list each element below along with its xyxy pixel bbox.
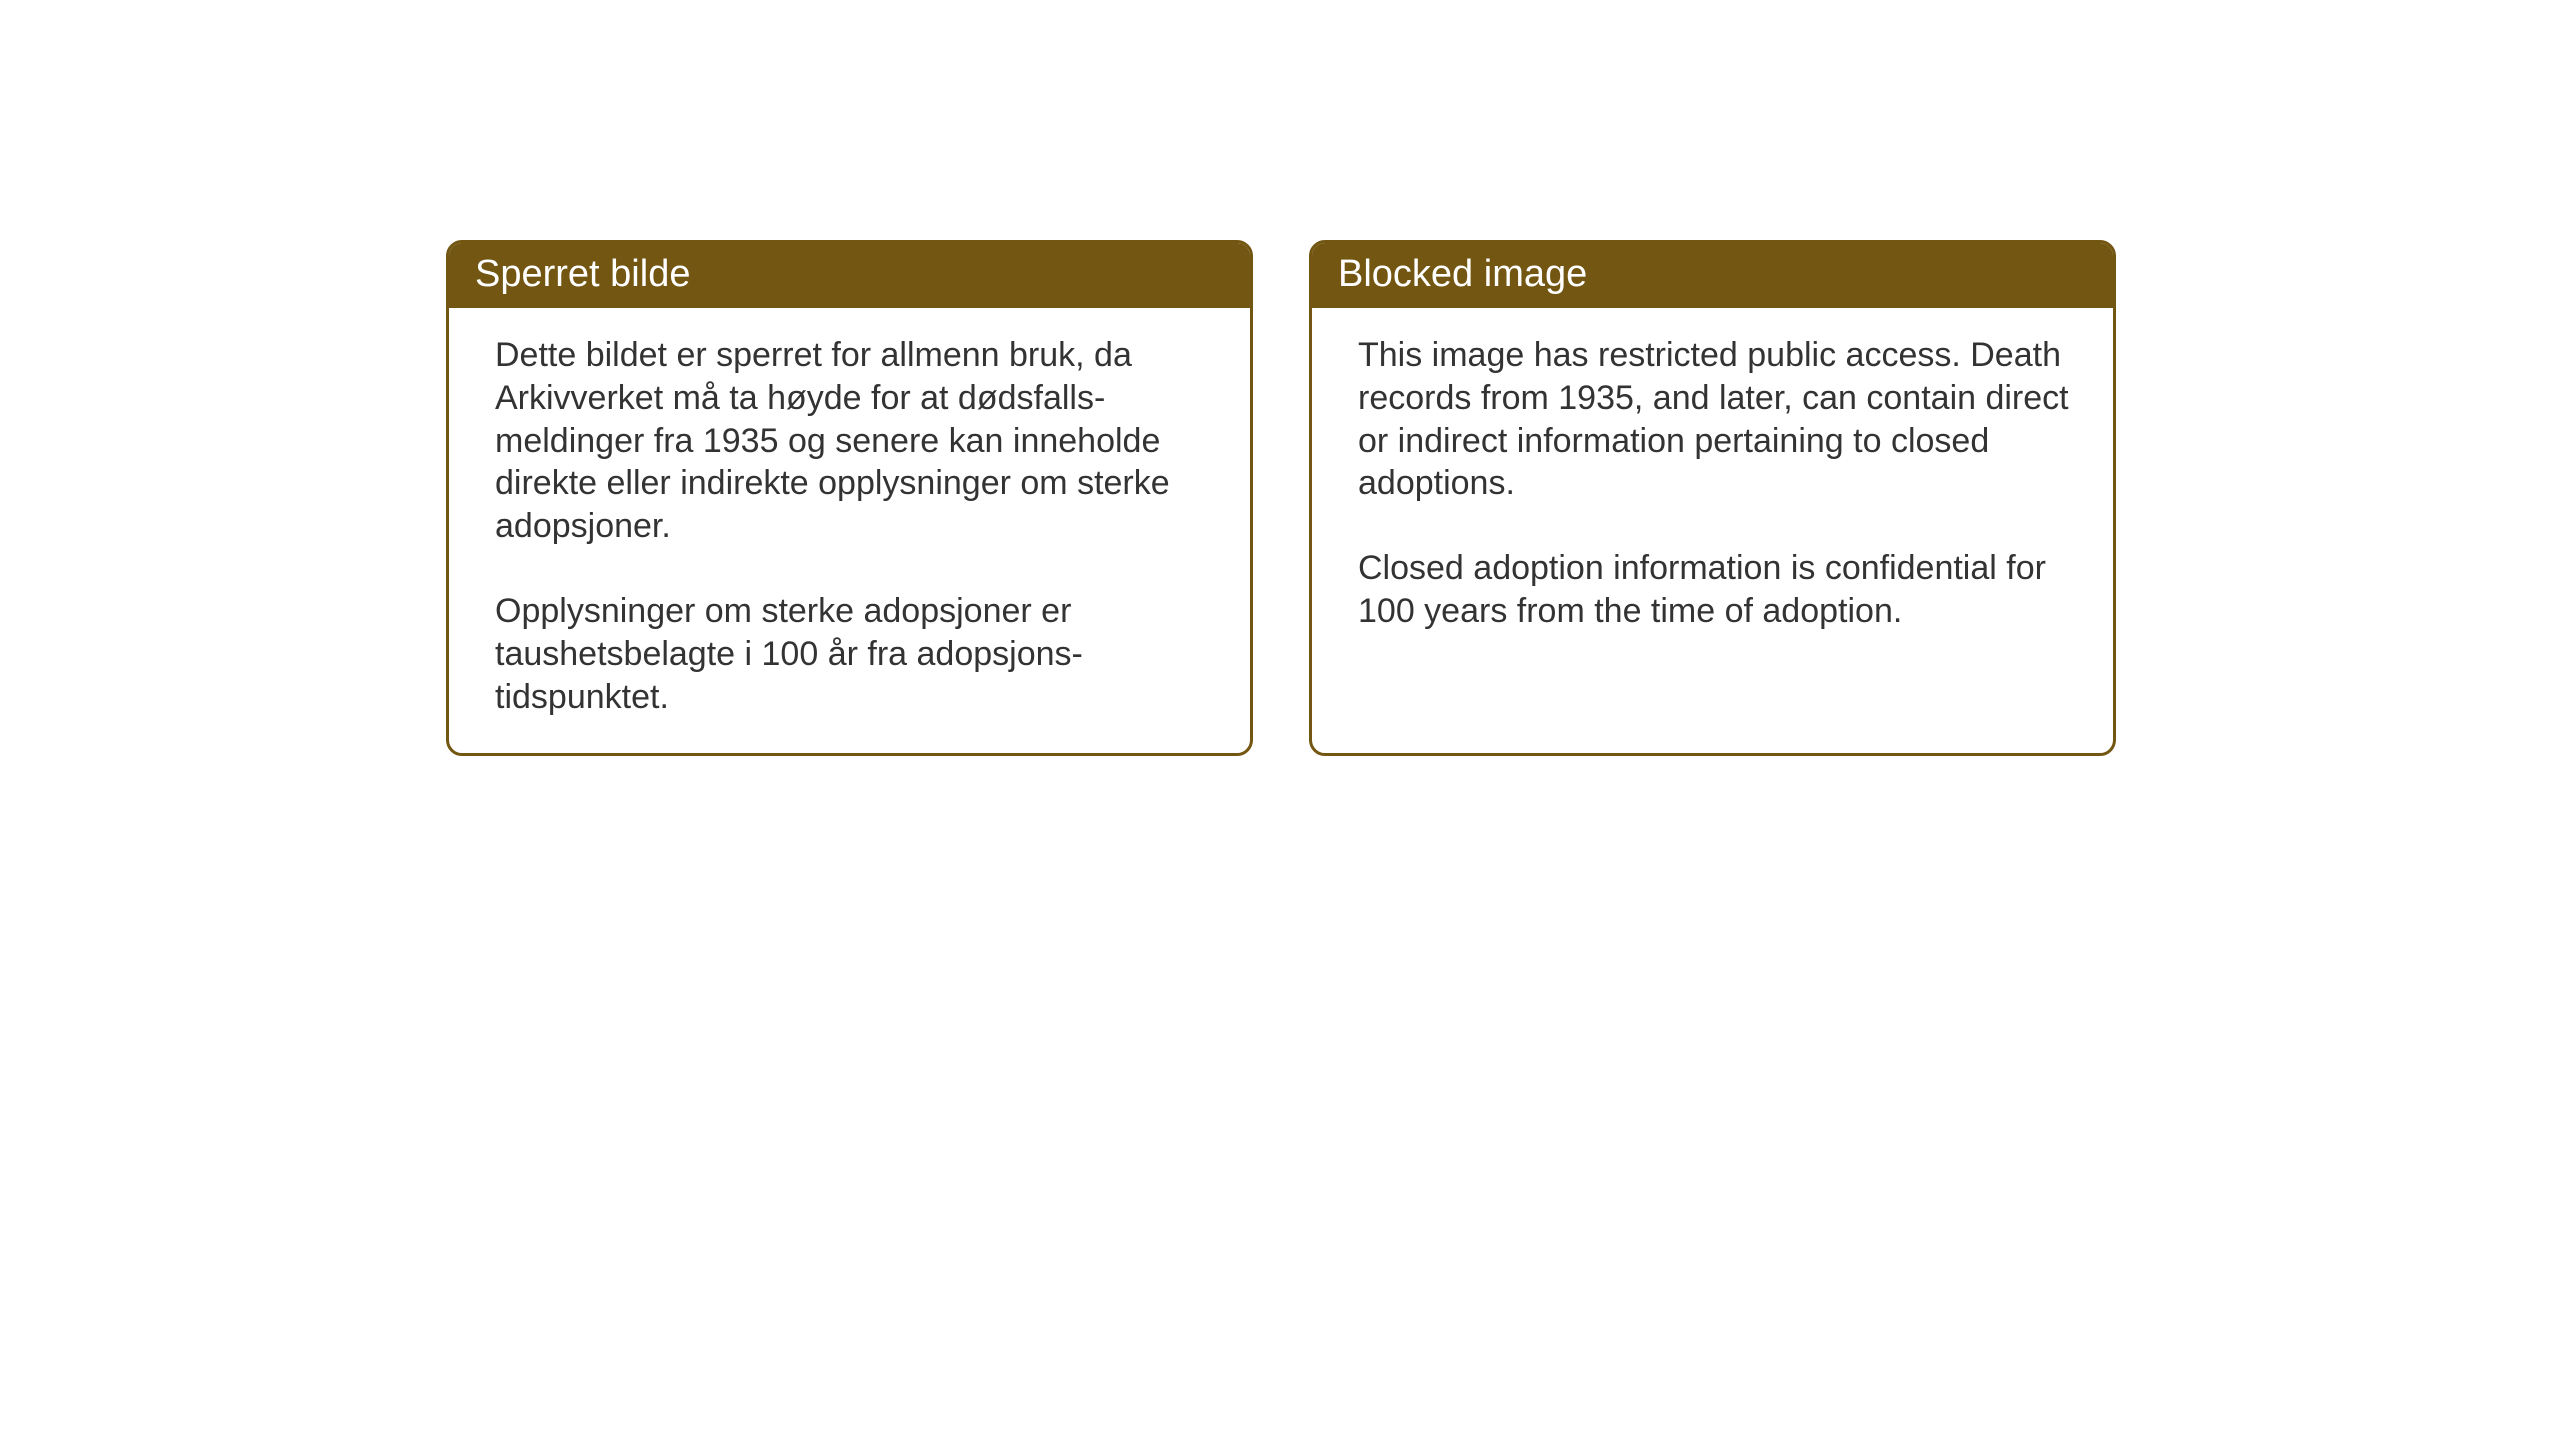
paragraph-english-1: This image has restricted public access.…: [1358, 334, 2073, 505]
card-body-english: This image has restricted public access.…: [1312, 308, 2113, 667]
card-header-norwegian: Sperret bilde: [449, 243, 1250, 308]
notice-card-norwegian: Sperret bilde Dette bildet er sperret fo…: [446, 240, 1253, 756]
card-header-english: Blocked image: [1312, 243, 2113, 308]
paragraph-norwegian-1: Dette bildet er sperret for allmenn bruk…: [495, 334, 1210, 548]
card-body-norwegian: Dette bildet er sperret for allmenn bruk…: [449, 308, 1250, 753]
paragraph-norwegian-2: Opplysninger om sterke adopsjoner er tau…: [495, 590, 1210, 718]
notice-cards-container: Sperret bilde Dette bildet er sperret fo…: [446, 240, 2116, 756]
paragraph-english-2: Closed adoption information is confident…: [1358, 547, 2073, 633]
notice-card-english: Blocked image This image has restricted …: [1309, 240, 2116, 756]
